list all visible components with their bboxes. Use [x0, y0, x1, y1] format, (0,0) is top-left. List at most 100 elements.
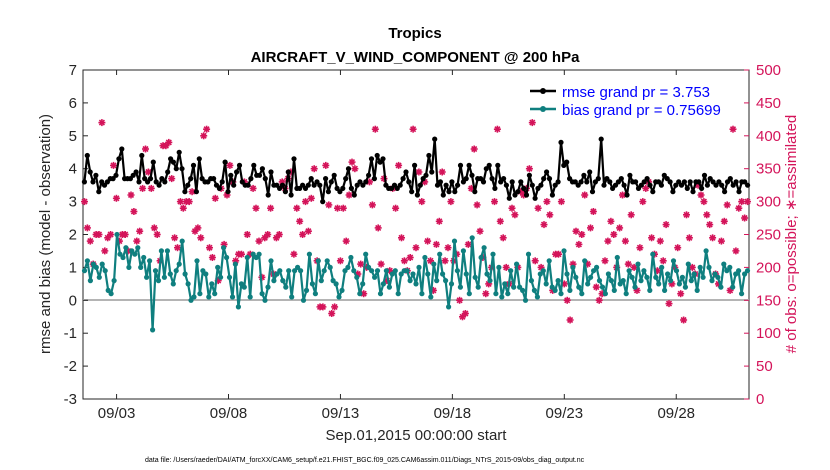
bias-point — [348, 254, 354, 261]
rmse-point — [400, 176, 406, 182]
bias-point — [324, 258, 330, 264]
bias-point — [623, 291, 629, 297]
rmse-point — [633, 179, 639, 185]
rmse-point — [323, 176, 329, 182]
rmse-point — [495, 162, 501, 168]
obs-marker — [95, 231, 103, 238]
rmse-point — [558, 139, 564, 145]
obs-marker-stroke — [596, 297, 603, 304]
obs-marker-stroke — [741, 214, 748, 222]
obs-marker — [444, 244, 452, 252]
obs-marker — [104, 234, 112, 242]
obs-marker — [188, 188, 196, 196]
bias-point — [709, 278, 715, 284]
rmse-point — [667, 179, 673, 185]
obs-marker — [127, 191, 135, 199]
rmse-point — [328, 179, 334, 185]
obs-marker — [357, 260, 365, 268]
bias-point — [679, 274, 686, 280]
rmse-point — [170, 159, 176, 165]
bias-point — [682, 284, 689, 290]
obs-marker — [98, 119, 106, 127]
bias-point — [179, 238, 185, 244]
obs-marker-stroke — [703, 211, 710, 218]
bias-point — [209, 281, 215, 287]
bias-point — [605, 271, 612, 277]
obs-marker — [336, 257, 344, 265]
obs-marker-stroke — [578, 231, 585, 238]
rmse-point — [699, 185, 705, 191]
rmse-line — [83, 138, 749, 203]
obs-marker-stroke — [663, 221, 670, 228]
obs-marker — [665, 300, 673, 308]
bias-point — [662, 287, 668, 293]
bias-point — [232, 261, 238, 267]
obs-marker-stroke — [392, 205, 399, 212]
rmse-point — [119, 146, 125, 152]
obs-marker — [642, 184, 650, 192]
bias-point — [697, 264, 703, 270]
obs-marker — [685, 234, 693, 242]
obs-marker-stroke — [369, 201, 376, 208]
obs-marker-stroke — [101, 247, 108, 254]
rmse-point — [509, 179, 515, 185]
rmse-point — [90, 179, 96, 185]
obs-marker-stroke — [546, 211, 553, 218]
bias-point — [567, 287, 573, 293]
obs-marker — [86, 237, 94, 245]
obs-marker — [683, 211, 690, 219]
bias-point — [235, 304, 241, 310]
bias-point — [182, 271, 188, 277]
bias-point — [594, 264, 600, 270]
obs-marker-stroke — [177, 198, 184, 205]
rmse-point — [529, 182, 535, 188]
obs-marker-stroke — [398, 234, 405, 241]
rmse-point — [618, 176, 624, 182]
obs-marker — [435, 217, 443, 225]
bias-point — [451, 238, 458, 244]
obs-marker — [342, 237, 350, 245]
bias-point — [558, 291, 564, 297]
left-tick-label: 7 — [69, 62, 77, 79]
bias-point — [508, 268, 514, 274]
obs-marker-stroke — [503, 264, 510, 271]
bias-point — [502, 281, 508, 287]
bias-point — [635, 261, 641, 267]
rmse-point — [541, 176, 547, 182]
bias-point — [312, 291, 318, 297]
right-axis-ticks: 0 50 100 150 200 250 300 350 400 450 500 — [744, 62, 781, 408]
bias-point — [739, 291, 745, 297]
bias-point — [665, 271, 671, 277]
obs-marker — [534, 204, 542, 212]
obs-marker — [659, 257, 667, 265]
rmse-point — [463, 176, 469, 182]
obs-marker-stroke — [264, 231, 271, 238]
obs-marker-stroke — [95, 231, 103, 238]
obs-marker-stroke — [683, 211, 690, 218]
obs-marker-stroke — [474, 201, 481, 208]
obs-marker-stroke — [366, 178, 373, 185]
bias-point — [676, 281, 683, 287]
obs-marker — [153, 231, 161, 238]
chart-title: Tropics — [388, 25, 441, 42]
rmse-point — [546, 176, 553, 182]
obs-marker — [578, 231, 586, 238]
rmse-point — [581, 172, 587, 178]
bias-point — [614, 254, 620, 261]
x-tick-label: 09/03 — [98, 405, 136, 422]
obs-marker-stroke — [226, 162, 233, 169]
rmse-point — [521, 185, 527, 191]
bias-point — [147, 258, 153, 264]
obs-marker-stroke — [145, 168, 152, 176]
obs-marker-stroke — [107, 231, 114, 238]
rmse-point — [684, 185, 690, 191]
bias-point — [336, 294, 342, 300]
rmse-point — [188, 176, 194, 182]
obs-marker — [656, 237, 664, 245]
obs-marker-stroke — [255, 238, 263, 245]
rmse-point — [113, 172, 119, 178]
obs-marker — [624, 260, 632, 268]
obs-marker — [732, 247, 740, 255]
bias-point — [736, 268, 742, 274]
obs-marker — [142, 145, 149, 153]
